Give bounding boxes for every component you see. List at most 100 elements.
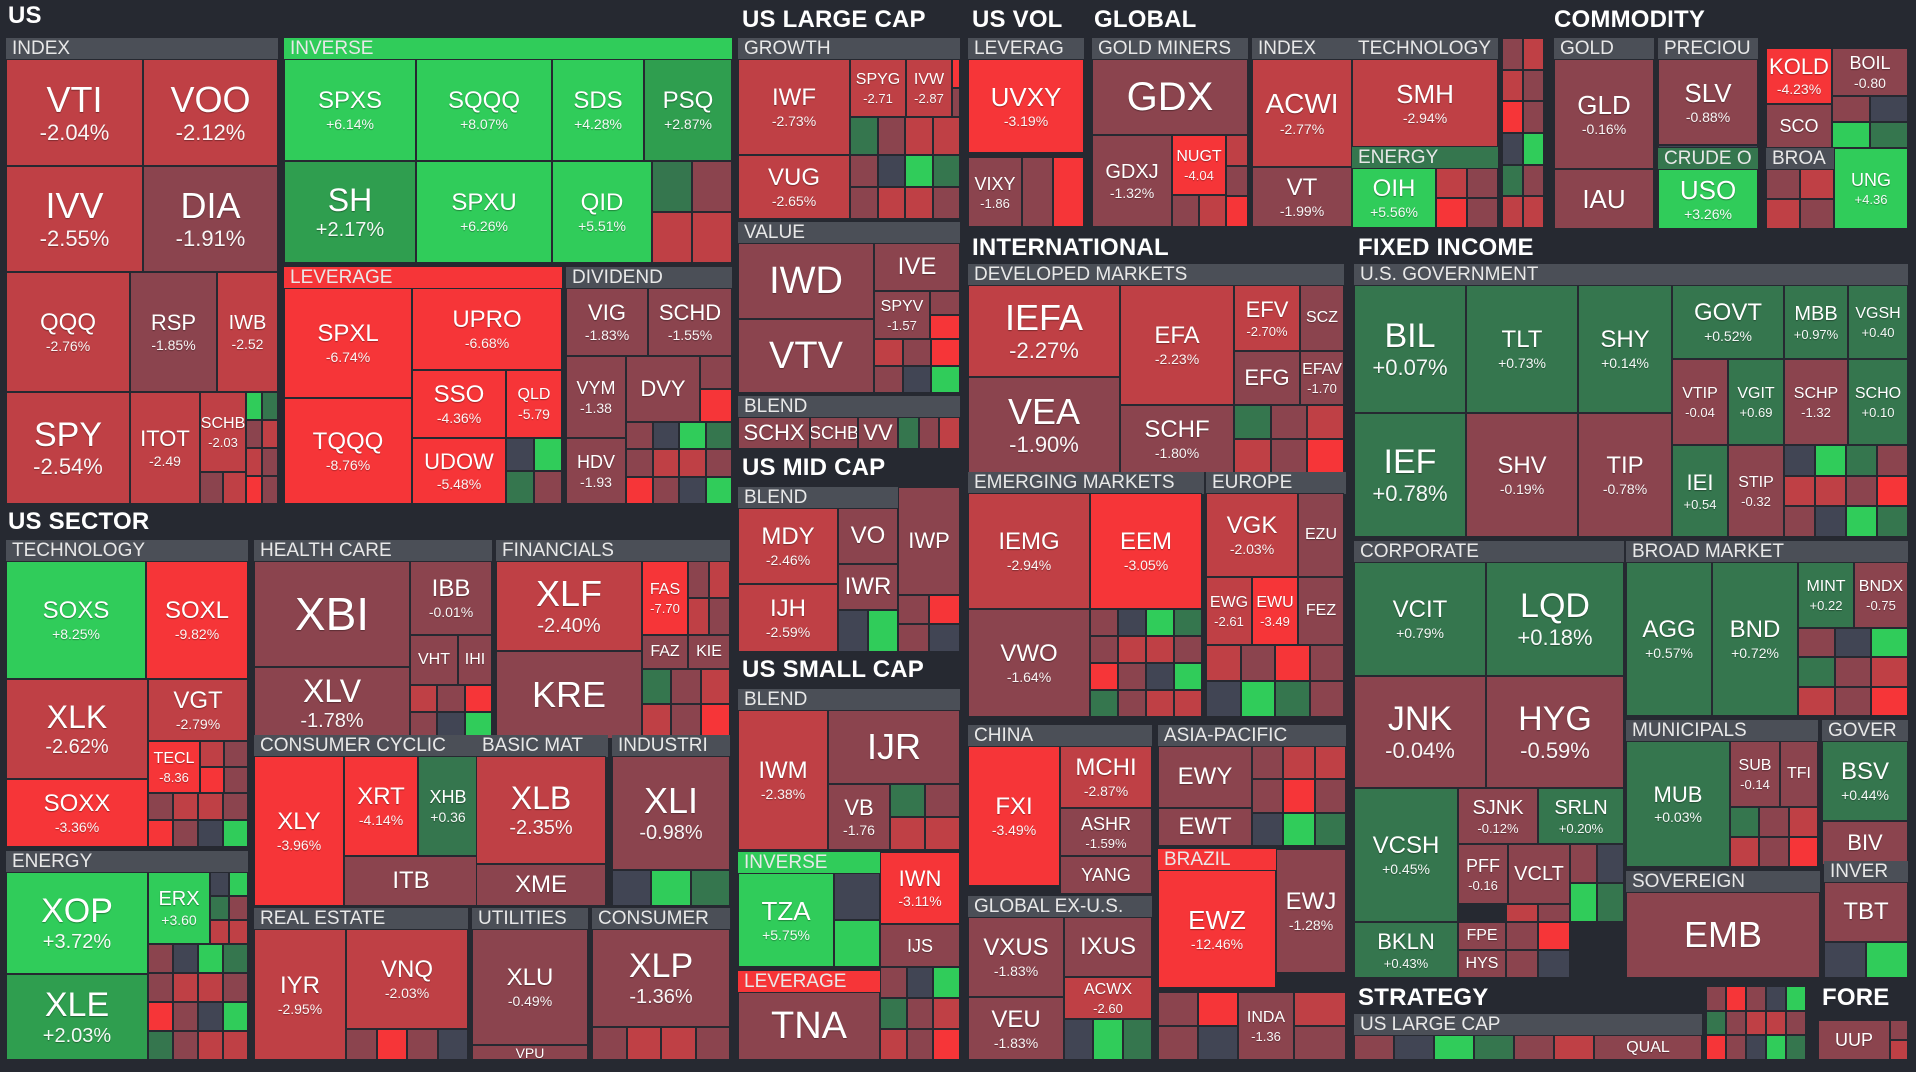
small-tile[interactable] bbox=[1206, 681, 1241, 717]
small-tile[interactable] bbox=[705, 422, 732, 450]
small-tile[interactable] bbox=[1240, 645, 1275, 681]
tile-xlp[interactable]: XLP -1.36% bbox=[592, 929, 730, 1027]
small-tile[interactable] bbox=[198, 1031, 223, 1060]
tile-fez[interactable]: FEZ bbox=[1298, 577, 1344, 645]
tile-scho[interactable]: SCHO +0.10 bbox=[1848, 359, 1908, 445]
small-tile[interactable] bbox=[1307, 405, 1344, 439]
tile-vpu[interactable]: VPU bbox=[472, 1045, 588, 1060]
small-tile[interactable] bbox=[1746, 986, 1766, 1011]
tile-xlu[interactable]: XLU -0.49% bbox=[472, 929, 588, 1045]
small-tile[interactable] bbox=[200, 767, 224, 793]
tile-iwf[interactable]: IWF -2.73% bbox=[738, 59, 850, 155]
small-tile[interactable] bbox=[939, 417, 960, 449]
tile-ihi[interactable]: IHI bbox=[458, 635, 492, 685]
small-tile[interactable] bbox=[1226, 135, 1248, 166]
small-tile[interactable] bbox=[1784, 445, 1815, 476]
small-tile[interactable] bbox=[850, 117, 878, 155]
small-tile[interactable] bbox=[506, 438, 534, 471]
tile-spyv[interactable]: SPYV -1.57 bbox=[874, 291, 930, 339]
small-tile[interactable] bbox=[834, 920, 880, 967]
tile-ixus[interactable]: IXUS bbox=[1064, 917, 1152, 977]
tile-acwi[interactable]: ACWI -2.77% bbox=[1252, 59, 1352, 167]
small-tile[interactable] bbox=[173, 820, 198, 847]
small-tile[interactable] bbox=[1206, 645, 1241, 681]
small-tile[interactable] bbox=[1090, 663, 1118, 690]
tile-iwm[interactable]: IWM -2.38% bbox=[738, 710, 828, 850]
small-tile[interactable] bbox=[223, 944, 248, 973]
tile-spyg[interactable]: SPYG -2.71 bbox=[850, 59, 906, 117]
tile-eem[interactable]: EEM -3.05% bbox=[1090, 493, 1202, 609]
tile-tbt[interactable]: TBT bbox=[1824, 882, 1908, 942]
small-tile[interactable] bbox=[688, 561, 709, 598]
small-tile[interactable] bbox=[688, 598, 709, 635]
small-tile[interactable] bbox=[932, 187, 960, 219]
small-tile[interactable] bbox=[1283, 812, 1315, 846]
small-tile[interactable] bbox=[877, 155, 905, 187]
small-tile[interactable] bbox=[1597, 883, 1624, 922]
small-tile[interactable] bbox=[1270, 405, 1308, 439]
small-tile[interactable] bbox=[1798, 657, 1835, 687]
tile-iefa[interactable]: IEFA -2.27% bbox=[968, 285, 1120, 377]
tile-iemg[interactable]: IEMG -2.94% bbox=[968, 493, 1090, 609]
small-tile[interactable] bbox=[1800, 199, 1834, 229]
tile-inda[interactable]: INDA -1.36 bbox=[1238, 992, 1294, 1060]
small-tile[interactable] bbox=[1766, 169, 1800, 199]
tile-spxu[interactable]: SPXU +6.26% bbox=[416, 161, 552, 263]
small-tile[interactable] bbox=[1846, 475, 1877, 507]
small-tile[interactable] bbox=[148, 820, 173, 847]
tile-vht[interactable]: VHT bbox=[410, 635, 458, 685]
small-tile[interactable] bbox=[918, 417, 940, 449]
small-tile[interactable] bbox=[1118, 663, 1146, 690]
small-tile[interactable] bbox=[1766, 1010, 1786, 1036]
tile-vcsh[interactable]: VCSH +0.45% bbox=[1354, 788, 1458, 922]
small-tile[interactable] bbox=[642, 669, 672, 704]
small-tile[interactable] bbox=[642, 704, 672, 739]
tile-nugt[interactable]: NUGT -4.04 bbox=[1172, 135, 1226, 195]
small-tile[interactable] bbox=[1759, 807, 1789, 837]
small-tile[interactable] bbox=[1198, 1026, 1238, 1060]
tile-vv[interactable]: VV bbox=[858, 417, 898, 449]
small-tile[interactable] bbox=[1090, 636, 1118, 663]
tile-psq[interactable]: PSQ +2.87% bbox=[644, 59, 732, 161]
small-tile[interactable] bbox=[850, 187, 878, 219]
tile-xlf[interactable]: XLF -2.40% bbox=[496, 561, 642, 651]
tile-lqd[interactable]: LQD +0.18% bbox=[1486, 562, 1624, 676]
tile-erx[interactable]: ERX +3.60 bbox=[148, 872, 210, 944]
small-tile[interactable] bbox=[1146, 690, 1174, 717]
tile-ive[interactable]: IVE bbox=[874, 243, 960, 291]
tile-scz[interactable]: SCZ bbox=[1300, 285, 1344, 351]
small-tile[interactable] bbox=[880, 1029, 907, 1060]
small-tile[interactable] bbox=[1158, 1026, 1198, 1060]
small-tile[interactable] bbox=[1730, 837, 1760, 867]
small-tile[interactable] bbox=[210, 920, 229, 944]
small-tile[interactable] bbox=[200, 741, 224, 767]
small-tile[interactable] bbox=[223, 1031, 248, 1060]
small-tile[interactable] bbox=[198, 944, 223, 973]
tile-iwd[interactable]: IWD bbox=[738, 243, 874, 319]
tile-xrt[interactable]: XRT -4.14% bbox=[344, 756, 418, 856]
tile-srln[interactable]: SRLN +0.20% bbox=[1538, 788, 1624, 844]
small-tile[interactable] bbox=[700, 669, 730, 704]
small-tile[interactable] bbox=[1815, 475, 1846, 507]
small-tile[interactable] bbox=[1252, 779, 1284, 813]
small-tile[interactable] bbox=[1118, 636, 1146, 663]
small-tile[interactable] bbox=[1766, 1035, 1786, 1060]
tile-hys[interactable]: HYS bbox=[1458, 950, 1506, 978]
tile-veu[interactable]: VEU -1.83% bbox=[968, 997, 1064, 1060]
small-tile[interactable] bbox=[1270, 439, 1308, 473]
small-tile[interactable] bbox=[1815, 445, 1846, 476]
small-tile[interactable] bbox=[1538, 950, 1570, 978]
tile-vtip[interactable]: VTIP -0.04 bbox=[1672, 359, 1728, 445]
small-tile[interactable] bbox=[1502, 38, 1523, 70]
small-tile[interactable] bbox=[1294, 992, 1346, 1026]
tile-xop[interactable]: XOP +3.72% bbox=[6, 872, 148, 974]
small-tile[interactable] bbox=[1174, 609, 1202, 636]
small-tile[interactable] bbox=[1554, 1035, 1594, 1060]
tile-xle[interactable]: XLE +2.03% bbox=[6, 974, 148, 1060]
small-tile[interactable] bbox=[890, 784, 925, 817]
small-tile[interactable] bbox=[1146, 663, 1174, 690]
small-tile[interactable] bbox=[1198, 992, 1238, 1026]
small-tile[interactable] bbox=[246, 448, 262, 476]
tile-ewt[interactable]: EWT bbox=[1158, 808, 1252, 846]
small-tile[interactable] bbox=[1090, 690, 1118, 717]
